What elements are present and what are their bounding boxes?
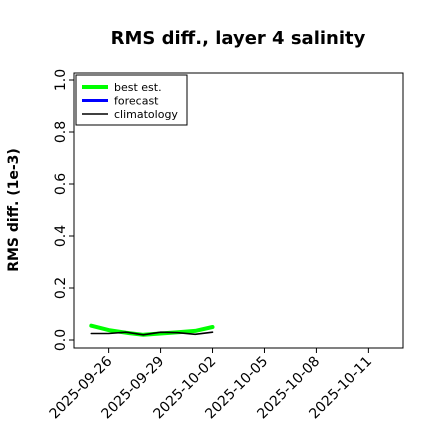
series-group bbox=[89, 323, 215, 337]
y-tick-label: 0.0 bbox=[53, 329, 69, 351]
y-tick-label: 0.2 bbox=[53, 277, 69, 299]
y-tick-label: 1.0 bbox=[53, 69, 69, 91]
y-axis-label: RMS diff. (1e-3) bbox=[6, 148, 22, 272]
x-axis: 2025-09-262025-09-292025-10-022025-10-05… bbox=[47, 348, 375, 422]
y-tick-label: 0.8 bbox=[53, 121, 69, 143]
y-tick-label: 0.4 bbox=[53, 225, 69, 247]
y-tick-label: 0.6 bbox=[53, 173, 69, 195]
series-line bbox=[90, 331, 214, 336]
plot-area bbox=[73, 72, 404, 349]
legend-label: climatology bbox=[114, 108, 178, 121]
chart-title: RMS diff., layer 4 salinity bbox=[111, 28, 366, 49]
y-axis: 0.0 0.2 0.4 0.6 0.8 1.0 bbox=[53, 69, 74, 351]
legend-label: best est. bbox=[114, 81, 162, 94]
legend-label: forecast bbox=[114, 95, 159, 108]
